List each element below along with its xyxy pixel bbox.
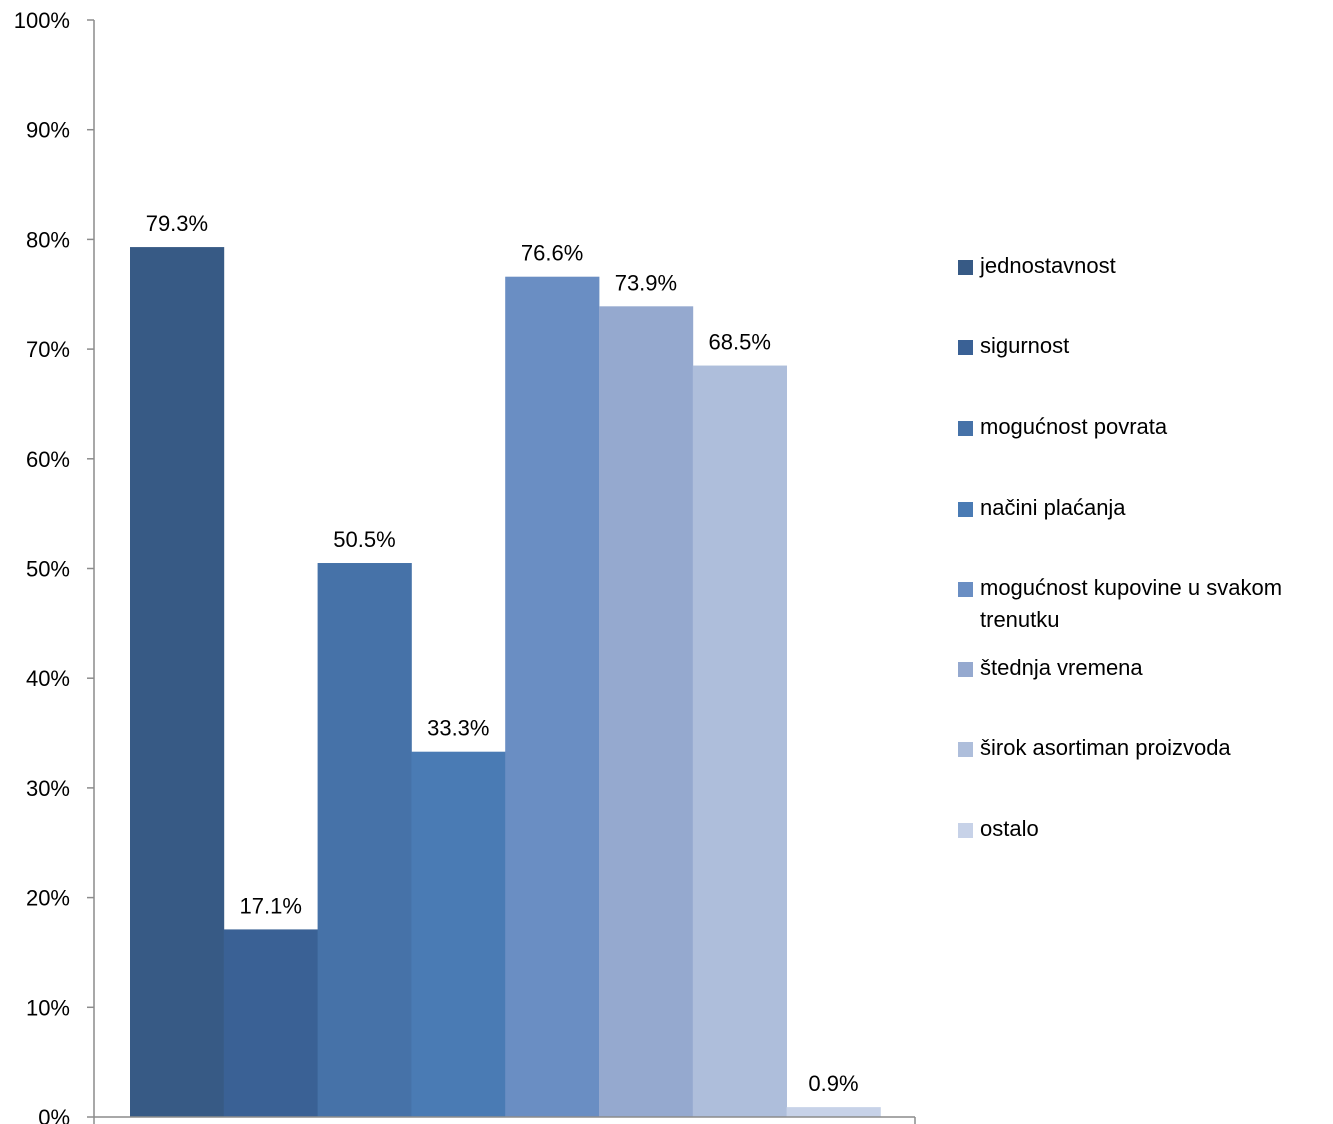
bar — [786, 1107, 881, 1117]
legend-label: mogućnost kupovine u svakom trenutku — [980, 575, 1283, 632]
legend-swatch — [958, 582, 973, 597]
bars — [130, 247, 881, 1118]
bar — [317, 563, 412, 1117]
legend-label: sigurnost — [980, 333, 1070, 358]
legend-swatch — [958, 742, 973, 757]
data-label: 33.3% — [427, 716, 489, 741]
y-tick-label: 70% — [26, 337, 70, 362]
data-label: 0.9% — [808, 1071, 858, 1096]
legend-label: širok asortiman proizvoda — [980, 735, 1231, 760]
legend-label: štednja vremena — [980, 655, 1143, 680]
legend-swatch — [958, 421, 973, 436]
y-tick-label: 90% — [26, 118, 70, 143]
legend-swatch — [958, 340, 973, 355]
y-tick-label: 10% — [26, 995, 70, 1020]
y-tick-label: 100% — [14, 8, 70, 33]
legend-label: mogućnost povrata — [980, 414, 1168, 439]
legend-item: štednja vremena — [958, 652, 1333, 684]
legend-label: načini plaćanja — [980, 495, 1126, 520]
y-tick-label: 30% — [26, 776, 70, 801]
legend-item: jednostavnost — [958, 250, 1333, 282]
data-label: 73.9% — [615, 270, 677, 295]
data-label: 79.3% — [146, 211, 208, 236]
legend-item: mogućnost povrata — [958, 411, 1333, 443]
y-tick-label: 50% — [26, 557, 70, 582]
legend-swatch — [958, 662, 973, 677]
legend-item: načini plaćanja — [958, 492, 1333, 524]
x-axis — [93, 1116, 916, 1124]
bar — [223, 929, 318, 1117]
legend-swatch — [958, 260, 973, 275]
bar — [130, 247, 225, 1118]
data-label: 76.6% — [521, 241, 583, 266]
data-labels: 79.3% 17.1% 50.5% 33.3% 76.6% 73.9% 68.5% 0.9% — [146, 211, 859, 1096]
y-tick-label: 80% — [26, 227, 70, 252]
bar — [599, 306, 694, 1117]
data-label: 68.5% — [709, 330, 771, 355]
bar — [411, 751, 506, 1117]
legend-item: širok asortiman proizvoda — [958, 732, 1333, 764]
y-tick-label: 40% — [26, 666, 70, 691]
legend-swatch — [958, 823, 973, 838]
legend-item: mogućnost kupovine u svakom trenutku — [958, 572, 1333, 636]
y-tick-label: 60% — [26, 447, 70, 472]
legend-item: sigurnost — [958, 330, 1333, 362]
y-tick-label: 20% — [26, 886, 70, 911]
data-label: 50.5% — [333, 527, 395, 552]
bar — [692, 365, 787, 1117]
bar — [505, 276, 600, 1117]
y-axis: 0% 10% 20% 30% 40% 50% 60% 70% 80% 90% 100% — [14, 8, 95, 1124]
legend-label: ostalo — [980, 816, 1039, 841]
legend-swatch — [958, 502, 973, 517]
legend-label: jednostavnost — [980, 253, 1116, 278]
data-label: 17.1% — [240, 893, 302, 918]
y-tick-label: 0% — [38, 1105, 70, 1124]
legend-item: ostalo — [958, 813, 1333, 845]
